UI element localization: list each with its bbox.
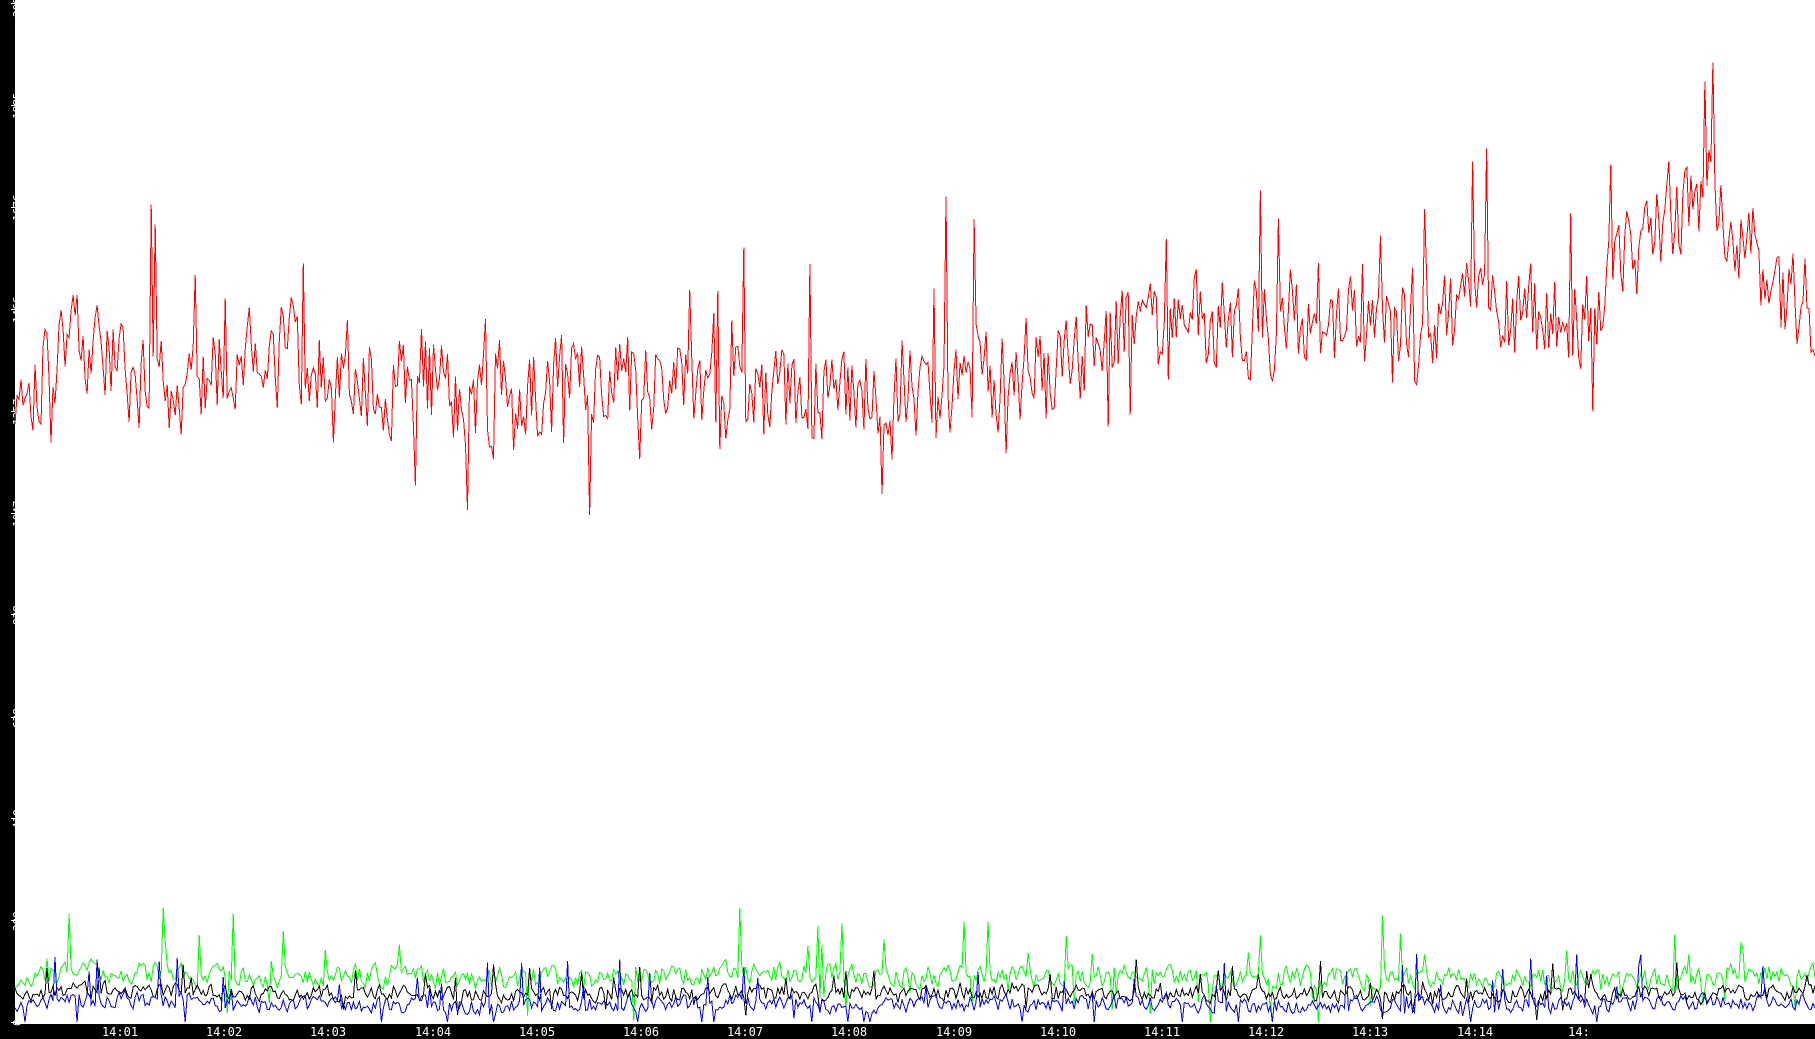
y-tick-mark	[11, 3, 16, 4]
y-tick-mark	[11, 411, 16, 412]
y-tick-mark	[11, 920, 16, 921]
series-black	[15, 959, 1815, 1020]
y-tick-mark	[11, 1022, 16, 1023]
y-tick-mark	[11, 309, 16, 310]
x-tick-label: 14:10	[1039, 1025, 1077, 1039]
x-tick-label: 14:12	[1247, 1025, 1285, 1039]
y-tick-mark	[11, 207, 16, 208]
plot-area	[15, 0, 1815, 1024]
x-tick-label: 14:13	[1351, 1025, 1389, 1039]
x-tick-label: 14:05	[518, 1025, 556, 1039]
plot-canvas	[15, 0, 1815, 1024]
x-tick-label: 14:01	[101, 1025, 139, 1039]
x-axis	[0, 1024, 1815, 1039]
x-tick-label: 14:	[1568, 1025, 1590, 1039]
x-tick-label: 14:06	[622, 1025, 660, 1039]
y-tick-mark	[11, 513, 16, 514]
series-red	[15, 63, 1815, 515]
x-tick-label: 14:11	[1143, 1025, 1181, 1039]
x-tick-label: 14:08	[830, 1025, 868, 1039]
series-blue	[15, 954, 1815, 1022]
x-tick-label: 14:14	[1456, 1025, 1494, 1039]
y-tick-mark	[11, 614, 16, 615]
x-tick-label: 14:02	[205, 1025, 243, 1039]
x-tick-label: 14:07	[726, 1025, 764, 1039]
y-tick-mark	[11, 818, 16, 819]
x-tick-label: 14:09	[935, 1025, 973, 1039]
x-tick-label: 14:04	[414, 1025, 452, 1039]
y-tick-mark	[11, 717, 16, 718]
y-tick-mark	[11, 105, 16, 106]
y-axis	[0, 0, 15, 1024]
series-green	[15, 908, 1815, 1022]
x-tick-label: 14:03	[309, 1025, 347, 1039]
